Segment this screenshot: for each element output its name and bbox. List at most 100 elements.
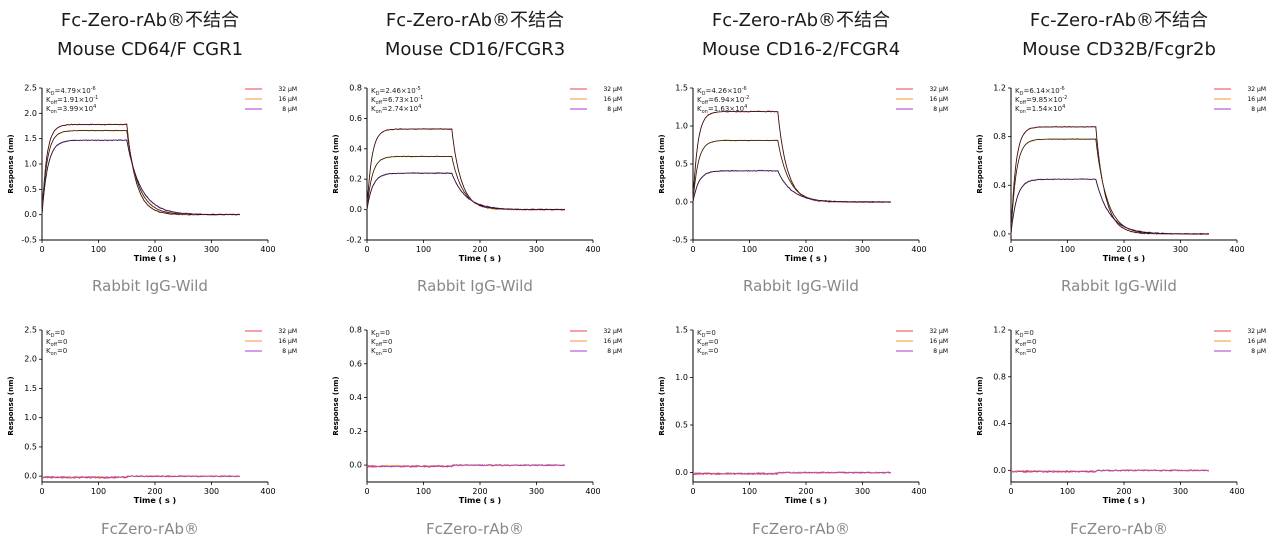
chart-panel-4: 0.0 0.4 0.8 1.2 0 100 200 300 400 Time ( s ) Respo… (969, 80, 1269, 275)
column-title-2-line1: Fc-Zero-rAb®不结合 (385, 10, 565, 31)
kinetic-param-2: Koff=0 (697, 338, 718, 348)
y-axis-label: Response (nm) (658, 376, 666, 435)
kinetic-param-2: Koff=0 (1015, 338, 1036, 348)
legend-label-2: 16 μM (1247, 96, 1266, 103)
y-tick-label: 2.5 (24, 326, 37, 335)
chart-panel-5: 0.0 0.5 1.0 1.5 2.0 2.5 0 100 200 300 400 Time ( s … (0, 322, 300, 517)
legend-label-3: 8 μM (1251, 106, 1266, 113)
kinetic-param-1: KD=4.26×10-6 (697, 86, 747, 97)
x-tick-label: 200 (147, 487, 162, 496)
x-tick-label: 400 (260, 487, 275, 496)
y-tick-label: 0.5 (24, 185, 37, 194)
series-line-3 (41, 139, 241, 216)
legend-label-1: 32 μM (929, 328, 948, 335)
kinetic-param-2: Koff=0 (46, 338, 67, 348)
x-axis-label: Time ( s ) (459, 496, 501, 505)
x-tick-label: 100 (416, 245, 431, 254)
legend-label-2: 16 μM (278, 96, 297, 103)
kinetic-param-1: KD=0 (46, 329, 65, 339)
series-line-1 (366, 127, 565, 211)
chart-panel-8: 0.0 0.4 0.8 1.2 0 100 200 300 400 Time ( s ) Respo… (969, 322, 1269, 517)
x-tick-label: 200 (1116, 245, 1131, 254)
y-tick-label: 0.6 (349, 114, 362, 123)
series-line-3 (692, 169, 892, 203)
x-axis-label: Time ( s ) (134, 496, 176, 505)
column-title-4: Fc-Zero-rAb®不结合 Mouse CD32B/Fcgr2b (969, 6, 1269, 64)
x-tick-label: 400 (1229, 487, 1244, 496)
series-line-2 (366, 155, 566, 211)
y-tick-label: 0.0 (993, 229, 1006, 238)
sensorgram-svg: -0.5 0.0 0.5 1.0 1.5 2.0 2.5 0 100 200 300 400 Time … (7, 84, 297, 264)
x-tick-label: 0 (39, 245, 44, 254)
kinetic-param-1: KD=6.14×10-6 (1015, 86, 1065, 97)
legend-label-3: 8 μM (1251, 348, 1266, 355)
caption-row1-col2: Rabbit IgG-Wild (417, 277, 533, 295)
series-line-1 (692, 110, 891, 204)
legend-label-3: 8 μM (933, 106, 948, 113)
chart-panel-1: -0.5 0.0 0.5 1.0 1.5 2.0 2.5 0 100 200 300 400 Time … (0, 80, 300, 275)
legend-label-2: 16 μM (929, 338, 948, 345)
y-tick-label: 0.8 (349, 84, 362, 93)
kinetic-param-1: KD=4.79×10-6 (46, 86, 96, 97)
fit-line-3 (692, 170, 891, 203)
x-axis-label: Time ( s ) (785, 496, 827, 505)
y-tick-label: 0.8 (349, 326, 362, 335)
kinetic-param-3: Kon=0 (371, 347, 392, 357)
x-tick-label: 200 (798, 245, 813, 254)
legend-label-2: 16 μM (1247, 338, 1266, 345)
y-tick-label: 0.4 (993, 181, 1006, 190)
y-tick-label: 0.5 (675, 160, 688, 169)
y-tick-label: 0.0 (24, 472, 37, 481)
x-tick-label: 0 (39, 487, 44, 496)
x-tick-label: 0 (364, 245, 369, 254)
column-title-2-line2: Mouse CD16/FCGR3 (384, 39, 566, 60)
kinetic-param-3: Kon=0 (697, 347, 718, 357)
x-tick-label: 300 (855, 245, 870, 254)
caption-row1-col1: Rabbit IgG-Wild (92, 277, 208, 295)
y-tick-label: 2.5 (24, 84, 37, 93)
y-tick-label: 0.6 (349, 359, 362, 368)
y-tick-label: 0.8 (993, 132, 1006, 141)
legend-label-3: 8 μM (933, 348, 948, 355)
y-axis-label: Response (nm) (976, 376, 984, 435)
y-axis-label: Response (nm) (7, 376, 15, 435)
caption-row2-col1: FcZero-rAb® (100, 520, 200, 538)
series-line-3 (692, 471, 891, 475)
series-line-1 (41, 123, 240, 216)
y-tick-label: 1.5 (675, 84, 688, 93)
kinetic-param-1: KD=0 (697, 329, 716, 339)
y-tick-label: 1.0 (675, 373, 688, 382)
x-tick-label: 200 (798, 487, 813, 496)
legend-label-2: 16 μM (929, 96, 948, 103)
x-tick-label: 400 (585, 245, 600, 254)
caption-row2-col2: FcZero-rAb® (425, 520, 525, 538)
chart-panel-7: 0.0 0.5 1.0 1.5 0 100 200 300 400 Time ( s ) Respo… (651, 322, 951, 517)
x-tick-label: 200 (472, 245, 487, 254)
column-title-4-line2: Mouse CD32B/Fcgr2b (1022, 39, 1216, 60)
fit-line-2 (366, 156, 565, 210)
kinetic-param-3: Kon=2.74×104 (371, 104, 421, 115)
y-tick-label: 1.2 (993, 326, 1006, 335)
chart-panel-3: -0.5 0.0 0.5 1.0 1.5 0 100 200 300 400 Time ( s ) R… (651, 80, 951, 275)
kinetic-param-2: Koff=1.91×10-1 (46, 95, 98, 106)
y-tick-label: 0.0 (675, 468, 688, 477)
y-tick-label: 1.5 (675, 326, 688, 335)
y-tick-label: 0.0 (24, 210, 37, 219)
x-tick-label: 300 (529, 245, 544, 254)
y-tick-label: 0.4 (349, 144, 362, 153)
sensorgram-svg: 0.0 0.5 1.0 1.5 2.0 2.5 0 100 200 300 400 Time ( s … (7, 326, 297, 506)
y-tick-label: 0.4 (993, 419, 1006, 428)
x-tick-label: 100 (1060, 245, 1075, 254)
y-tick-label: 1.5 (24, 384, 37, 393)
x-tick-label: 300 (1173, 487, 1188, 496)
kinetic-param-1: KD=2.46×10-5 (371, 86, 421, 97)
kinetic-param-3: Kon=0 (46, 347, 67, 357)
x-axis-label: Time ( s ) (1103, 496, 1145, 505)
y-axis-label: Response (nm) (7, 134, 15, 193)
fit-line-2 (1010, 138, 1209, 235)
kinetic-param-2: Koff=9.85×10-2 (1015, 95, 1067, 106)
x-tick-label: 200 (147, 245, 162, 254)
caption-row1-col3: Rabbit IgG-Wild (743, 277, 859, 295)
x-tick-label: 400 (260, 245, 275, 254)
y-axis-label: Response (nm) (332, 134, 340, 193)
